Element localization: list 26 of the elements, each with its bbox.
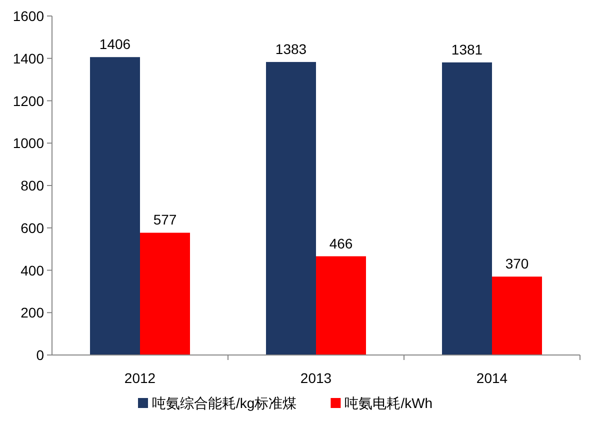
- bar: [140, 232, 190, 355]
- data-label: 577: [153, 212, 177, 228]
- x-tick-label: 2013: [300, 370, 332, 386]
- y-tick-label: 800: [20, 178, 44, 194]
- bar: [442, 62, 492, 355]
- y-tick-label: 0: [36, 347, 44, 363]
- legend-label: 吨氨电耗/kWh: [344, 395, 433, 411]
- y-tick-label: 1400: [12, 50, 44, 66]
- legend-label: 吨氨综合能耗/kg标准煤: [152, 395, 297, 411]
- y-tick-label: 1600: [12, 8, 44, 24]
- y-tick-label: 200: [20, 304, 44, 321]
- data-label: 1381: [451, 41, 483, 58]
- y-tick-label: 400: [20, 262, 44, 278]
- data-label: 466: [329, 235, 353, 252]
- x-tick-label: 2012: [124, 370, 156, 386]
- y-tick-label: 1200: [12, 92, 44, 109]
- x-tick-label: 2014: [476, 370, 508, 386]
- y-tick-label: 1000: [12, 135, 44, 152]
- data-label: 1406: [99, 36, 131, 52]
- data-label: 1383: [275, 40, 307, 57]
- data-label: 370: [505, 256, 529, 272]
- y-tick-label: 600: [20, 220, 44, 236]
- bar: [266, 62, 316, 355]
- bar: [492, 276, 542, 355]
- bar: [90, 57, 140, 355]
- bar: [316, 256, 366, 355]
